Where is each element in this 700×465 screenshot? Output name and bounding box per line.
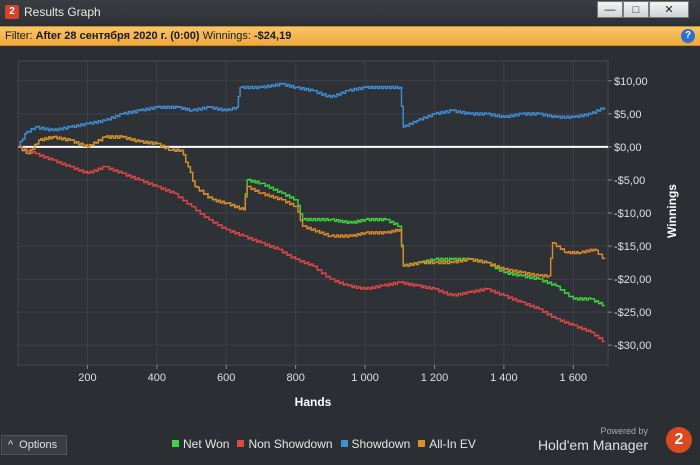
brand-logo-icon: 2 (666, 427, 692, 453)
legend-swatch (237, 440, 245, 447)
legend-label: All-In EV (429, 437, 476, 451)
legend-label: Non Showdown (248, 437, 333, 451)
maximize-button[interactable]: □ (623, 1, 649, 18)
y-ticks: $10,00 $5,00 $0,00 -$5,00 -$10,00 -$15,00 -$20… (608, 76, 651, 352)
x-axis-label: Hands (295, 395, 332, 409)
y-tick-label: -$5,00 (614, 175, 645, 187)
y-tick-label: -$15,00 (614, 241, 651, 253)
app-logo-icon: 2 (5, 5, 19, 19)
legend-item-showdown[interactable]: Showdown (340, 437, 411, 451)
legend-label: Net Won (183, 437, 230, 451)
options-button[interactable]: ^ Options (1, 435, 67, 455)
legend-label: Showdown (351, 437, 411, 451)
y-tick-label: -$10,00 (614, 208, 651, 220)
filter-bar: Filter: After 28 сентября 2020 г. (0:00)… (0, 26, 700, 46)
series-line-all-in-ev (18, 135, 606, 278)
series-line-non-showdown (18, 146, 606, 343)
winnings-value: -$24,19 (254, 30, 292, 42)
y-tick-label: -$20,00 (614, 274, 651, 286)
y-tick-label: -$30,00 (614, 340, 651, 352)
x-tick-label: 800 (286, 372, 304, 384)
series-line-showdown (18, 82, 606, 148)
winnings-label: Winnings: (202, 30, 251, 42)
x-ticks: 200 400 600 800 1 000 1 200 1 400 1 600 (78, 365, 587, 384)
x-tick-label: 1 000 (351, 372, 379, 384)
y-tick-label: $5,00 (614, 109, 642, 121)
y-tick-label: -$25,00 (614, 307, 651, 319)
legend-item-all-in-ev[interactable]: All-In EV (418, 437, 476, 451)
y-tick-label: $0,00 (614, 142, 642, 154)
title-bar: 2 Results Graph — □ ✕ (0, 0, 700, 24)
x-tick-label: 400 (148, 372, 166, 384)
help-icon[interactable]: ? (681, 29, 695, 43)
y-tick-label: $10,00 (614, 76, 648, 88)
legend-swatch (172, 440, 179, 447)
x-tick-label: 1 200 (421, 372, 449, 384)
x-tick-label: 1 600 (560, 372, 588, 384)
brand: Powered by Hold'em Manager 2 (532, 426, 692, 458)
chevron-up-icon: ^ (8, 439, 14, 451)
legend: Net Won Non Showdown Showdown All-In EV (172, 437, 484, 451)
results-chart: $10,00 $5,00 $0,00 -$5,00 -$10,00 -$15,00 -$20… (0, 46, 700, 432)
filter-label: Filter: (5, 30, 33, 42)
options-label: Options (19, 439, 58, 451)
x-tick-label: 600 (217, 372, 235, 384)
minimize-button[interactable]: — (597, 1, 623, 18)
powered-by-text: Powered by (600, 426, 648, 436)
y-axis-label: Winnings (665, 184, 679, 238)
legend-item-non-showdown[interactable]: Non Showdown (237, 437, 333, 451)
x-tick-label: 200 (78, 372, 96, 384)
filter-value: After 28 сентября 2020 г. (0:00) (35, 30, 200, 42)
legend-item-net-won[interactable]: Net Won (172, 437, 229, 451)
series-group (18, 82, 606, 343)
window-title: Results Graph (24, 5, 101, 19)
legend-swatch (418, 440, 426, 447)
brand-name: Hold'em Manager (537, 437, 648, 453)
legend-swatch (340, 440, 348, 447)
x-tick-label: 1 400 (490, 372, 518, 384)
close-button[interactable]: ✕ (649, 1, 689, 18)
